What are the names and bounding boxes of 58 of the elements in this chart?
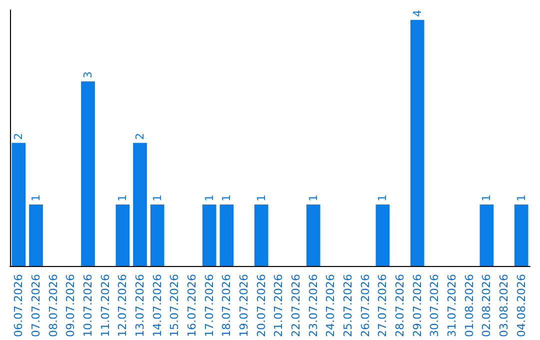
x-tick-label: 10.07.2026 [82,274,94,338]
data-label: 1 [30,194,42,202]
x-tick-label: 02.08.2026 [480,274,494,338]
bar [410,20,424,266]
x-tick-label: 21.07.2026 [272,274,286,338]
bar [254,204,268,266]
x-tick-label: 07.07.2026 [30,274,42,338]
x-tick-label: 25.07.2026 [342,274,354,338]
data-label: 1 [376,194,390,202]
x-tick-label: 11.07.2026 [98,274,112,338]
x-tick-label: 09.07.2026 [64,274,78,338]
bar [12,142,26,266]
x-tick-label: 29.07.2026 [410,274,424,338]
x-tick-label: 27.07.2026 [376,274,390,338]
data-label: 1 [220,194,234,202]
bar [133,142,147,266]
bar [480,204,494,266]
x-tick-label: 20.07.2026 [254,274,268,338]
data-label: 1 [480,194,494,202]
x-tick-label: 08.07.2026 [46,274,60,338]
x-tick-label: 17.07.2026 [202,274,216,338]
x-tick-label: 26.07.2026 [358,274,372,338]
data-label: 1 [150,194,164,202]
x-tick-label: 01.08.2026 [462,274,476,338]
data-label: 2 [12,132,26,140]
x-tick-label: 15.07.2026 [168,274,182,338]
x-tick-label: 04.08.2026 [514,274,528,338]
bar [306,204,320,266]
bar [376,204,390,266]
x-tick-label: 23.07.2026 [306,274,320,338]
x-tick-label: 19.07.2026 [238,274,250,338]
bar [220,204,234,266]
x-tick-label: 13.07.2026 [134,274,146,338]
x-tick-label: 31.07.2026 [446,274,458,338]
x-tick-label: 30.07.2026 [428,274,442,338]
data-label: 2 [134,132,146,140]
data-label: 1 [202,194,216,202]
x-tick-label: 16.07.2026 [186,274,198,338]
data-label: 1 [254,194,268,202]
bar [202,204,216,266]
x-tick-label: 06.07.2026 [12,274,26,338]
x-tick-label: 03.08.2026 [498,274,510,338]
x-tick-label: 28.07.2026 [394,274,406,338]
bar [81,81,95,266]
data-label: 1 [306,194,320,202]
x-tick-label: 18.07.2026 [220,274,234,338]
x-tick-label: 22.07.2026 [290,274,302,338]
bar [116,204,130,266]
data-label: 1 [514,194,528,202]
x-tick-label: 14.07.2026 [150,274,164,338]
bar [514,204,528,266]
bar [150,204,164,266]
x-tick-label: 12.07.2026 [116,274,130,338]
data-label: 4 [410,10,424,17]
x-tick-label: 24.07.2026 [324,274,338,338]
data-label: 1 [116,194,130,202]
data-label: 3 [82,71,94,78]
bar [29,204,43,266]
